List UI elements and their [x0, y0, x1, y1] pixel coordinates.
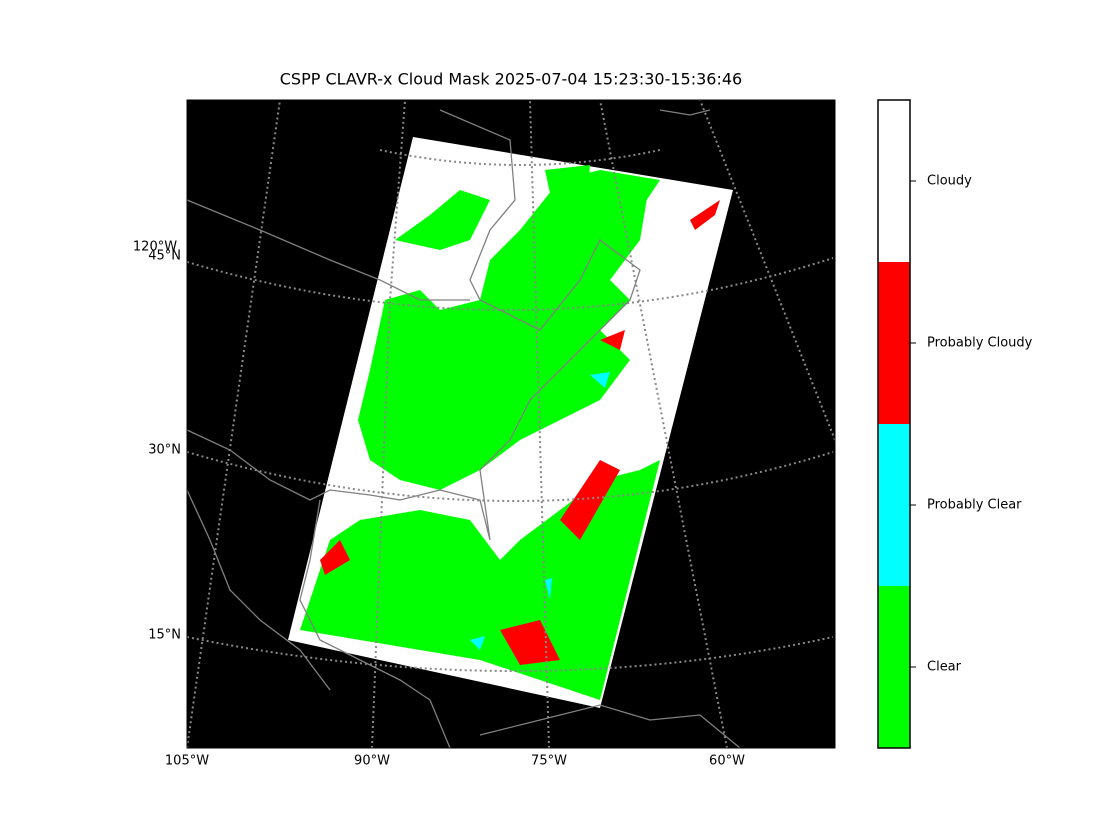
latitude-label: 30°N [148, 443, 181, 458]
latitude-label: 45°N [148, 249, 181, 264]
map [186, 99, 836, 749]
longitude-label: 75°W [531, 754, 567, 769]
colorbar: Clear Probably Clear Probably Cloudy Cloudy [877, 99, 1033, 749]
colorbar-label: Cloudy [927, 174, 972, 189]
meridian-label: 120°W [133, 240, 177, 255]
latitude-label: 15°N [148, 628, 181, 643]
colorbar-label: Probably Cloudy [927, 336, 1033, 351]
title: CSPP CLAVR-x Cloud Mask 2025-07-04 15:23… [280, 70, 742, 89]
coastlines [187, 109, 741, 748]
longitude-label: 90°W [354, 754, 390, 769]
colorbar-frame [877, 99, 911, 749]
longitude-label: 60°W [709, 754, 745, 769]
probably-cloudy-areas [320, 200, 720, 665]
map-frame [186, 99, 836, 749]
graticule [187, 100, 835, 748]
clear-areas [300, 165, 660, 700]
probably-clear-areas [470, 372, 610, 650]
colorbar-segment [878, 262, 910, 424]
longitude-label: 105°W [165, 754, 209, 769]
colorbar-segment [878, 100, 910, 262]
colorbar-label: Clear [927, 660, 962, 675]
colorbar-label: Probably Clear [927, 498, 1022, 513]
colorbar-segment [878, 424, 910, 586]
colorbar-segment [878, 586, 910, 748]
